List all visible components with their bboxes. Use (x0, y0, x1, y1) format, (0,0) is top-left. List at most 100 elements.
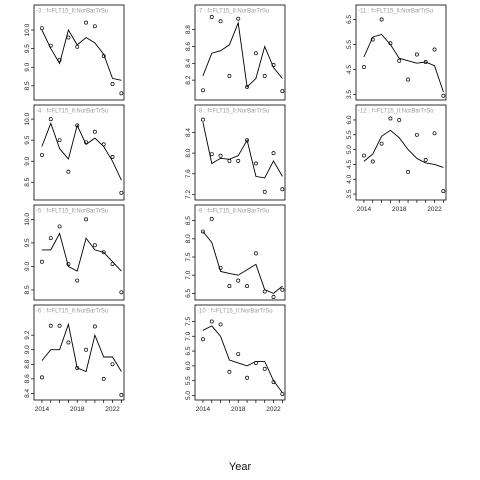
data-point (397, 58, 402, 63)
y-tick-label: 5.5 (346, 40, 353, 49)
data-point (262, 189, 267, 194)
data-point (236, 158, 241, 163)
x-tick-label: 2018 (231, 406, 246, 413)
data-point (379, 141, 384, 146)
y-tick-label: 9.5 (24, 135, 31, 144)
x-tick-label: 2014 (35, 406, 50, 413)
data-point (262, 73, 267, 78)
y-tick-label: 8.0 (185, 148, 192, 157)
panel-frame (33, 4, 125, 101)
data-point (262, 366, 267, 371)
y-tick-label: 8.4 (24, 388, 31, 397)
data-point (280, 287, 285, 292)
data-point (92, 24, 97, 29)
series-line (41, 121, 122, 181)
data-point (253, 51, 258, 56)
data-point (253, 251, 258, 256)
data-point (101, 142, 106, 147)
y-tick-label: 7.0 (185, 331, 192, 340)
series-line (363, 33, 444, 93)
data-point (227, 73, 232, 78)
data-point (236, 278, 241, 283)
data-point (57, 323, 62, 328)
panel-8: -10 : f=FLT15_lI:NorBarTrSu 5.0 5.5 6.0 6.5 7… (185, 304, 286, 413)
data-point (245, 84, 250, 89)
data-point (48, 117, 53, 122)
data-point (227, 284, 232, 289)
panel-label: -12 : f=FLT15_lI:NorBarTrSu (358, 109, 434, 115)
y-tick-label: 9.2 (24, 330, 31, 339)
data-point (48, 323, 53, 328)
panel-2: -4 : f=FLT15_lI:NorBarTrSu 8.5 9.0 9.5 10.0 (24, 104, 125, 201)
y-tick-label: 6.5 (346, 15, 353, 24)
data-point (414, 52, 419, 57)
y-tick-label: 9.0 (24, 156, 31, 165)
data-point (66, 262, 71, 267)
data-point (245, 284, 250, 289)
data-point (66, 169, 71, 174)
y-tick-label: 8.6 (185, 42, 192, 51)
data-point (218, 322, 223, 327)
panel-label: -8 : f=FLT15_lI:NorBarTrSu (197, 109, 269, 115)
y-tick-label: 8.4 (185, 128, 192, 137)
y-tick-label: 10.0 (24, 112, 31, 125)
data-point (245, 375, 250, 380)
data-point (245, 138, 250, 143)
y-tick-label: 4.5 (346, 65, 353, 74)
data-point (209, 319, 214, 324)
panel-6: -8 : f=FLT15_lI:NorBarTrSu 7.2 7.6 8.0 8.4 (185, 104, 286, 201)
y-tick-label: 7.6 (185, 169, 192, 178)
y-tick-label: 10.0 (24, 213, 31, 226)
y-tick-label: 4.5 (346, 160, 353, 169)
data-point (361, 65, 366, 69)
data-point (414, 132, 419, 137)
data-point (66, 35, 71, 40)
x-tick-label: 2022 (427, 206, 442, 213)
data-point (209, 216, 214, 221)
series-line (202, 325, 283, 393)
data-point (280, 392, 285, 396)
data-point (119, 91, 124, 96)
y-tick-label: 8.5 (24, 81, 31, 90)
data-point (110, 82, 115, 86)
data-point (280, 89, 285, 94)
panel-frame (33, 304, 125, 401)
data-point (39, 26, 44, 31)
data-point (271, 295, 276, 299)
y-tick-label: 9.5 (24, 238, 31, 247)
data-point (370, 159, 375, 164)
data-point (57, 138, 62, 143)
data-point (388, 41, 393, 46)
panel-4: -6 : f=FLT15_lI:NorBarTrSu 8.4 8.6 8.8 9.0 9.… (24, 304, 125, 413)
y-tick-label: 8.6 (24, 374, 31, 383)
y-tick-label: 5.5 (346, 130, 353, 139)
data-point (432, 47, 437, 52)
y-tick-label: 9.0 (24, 345, 31, 354)
data-point (48, 43, 53, 48)
x-tick-label: 2022 (105, 406, 120, 413)
panel-9: -11 : f=FLT15_lI:NorBarTrSu 3.5 4.5 5.5 6.5 (346, 4, 447, 101)
data-point (370, 37, 375, 42)
y-tick-label: 7.5 (185, 252, 192, 261)
panel-frame (194, 304, 286, 401)
panel-frame (33, 204, 125, 301)
y-tick-label: 5.0 (185, 391, 192, 400)
panel-frame (194, 104, 286, 201)
data-point (200, 88, 205, 93)
data-point (280, 187, 285, 192)
x-tick-label: 2014 (196, 406, 211, 413)
data-point (236, 352, 241, 356)
panel-5: -7 : f=FLT15_lI:NorBarTrSu 8.2 8.4 8.6 8.8 (185, 4, 286, 101)
data-point (253, 360, 258, 365)
y-tick-label: 8.5 (24, 177, 31, 186)
data-point (48, 236, 53, 241)
x-tick-label: 2022 (266, 406, 281, 413)
y-tick-label: 6.5 (185, 288, 192, 297)
data-point (39, 152, 44, 157)
data-point (209, 152, 214, 157)
data-point (361, 153, 366, 158)
y-tick-label: 9.5 (24, 44, 31, 53)
y-tick-label: 10.0 (24, 23, 31, 36)
x-tick-label: 2018 (392, 206, 407, 213)
data-point (101, 250, 106, 255)
